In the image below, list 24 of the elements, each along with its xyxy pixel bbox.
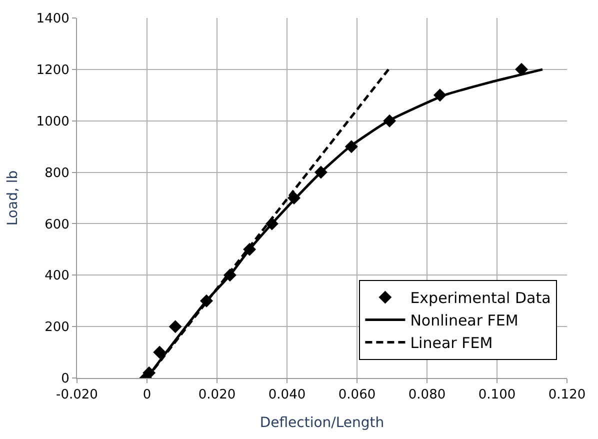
y-axis-title: Load, lb (4, 170, 21, 226)
x-tick-label: 0.120 (548, 388, 586, 403)
y-tick-label: 800 (44, 166, 70, 181)
x-tick-label: -0.020 (56, 388, 98, 403)
point (153, 346, 166, 359)
point (168, 320, 182, 334)
y-tick-label: 600 (44, 217, 70, 232)
x-tick-label: 0.020 (198, 388, 236, 403)
y-tick-label: 1400 (36, 12, 70, 27)
x-tick-label: 0.080 (408, 388, 446, 403)
y-tick-label: 1000 (36, 114, 70, 130)
y-tick-label: 0 (61, 372, 70, 387)
x-tick-label: 0.040 (268, 388, 306, 403)
point (515, 62, 528, 76)
legend-label: Nonlinear FEM (410, 312, 518, 330)
y-tick-label: 200 (44, 320, 70, 336)
x-tick-label: 0 (142, 388, 152, 403)
x-axis-title: Deflection/Length (260, 414, 384, 431)
legend-label: Experimental Data (410, 289, 551, 308)
y-tick-label: 400 (44, 268, 70, 284)
x-tick-label: 0.100 (478, 388, 516, 403)
y-tick-label: 1200 (36, 62, 70, 78)
x-tick-label: 0.060 (338, 388, 376, 403)
legend-label: Linear FEM (410, 334, 493, 352)
